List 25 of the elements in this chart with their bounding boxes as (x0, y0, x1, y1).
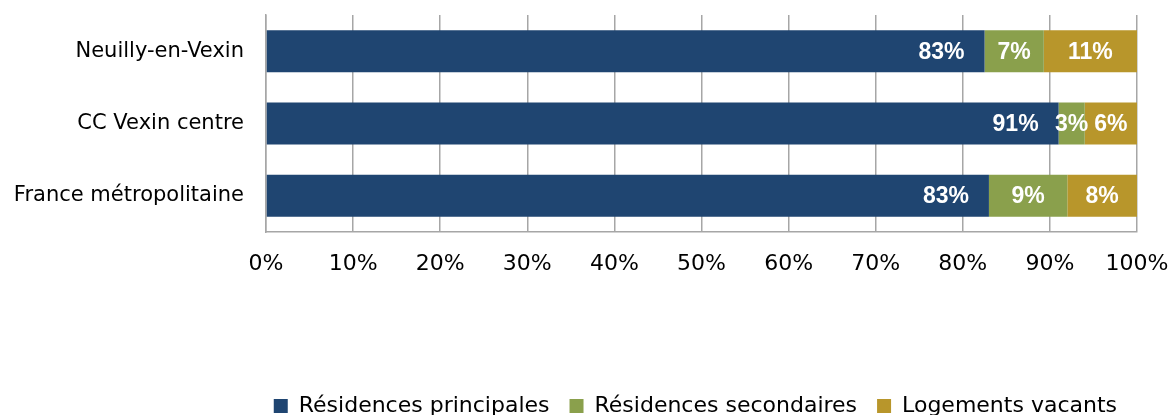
x-tick-label: 20% (415, 249, 465, 275)
x-tick-label: 90% (1025, 249, 1075, 275)
data-label: 6% (1094, 109, 1128, 136)
data-label: 9% (1011, 182, 1045, 209)
x-tick-label: 80% (938, 249, 988, 275)
data-label: 83% (922, 182, 969, 209)
y-tick-label: CC Vexin centre (77, 109, 244, 134)
x-tick-label: 70% (851, 249, 901, 275)
data-label: 8% (1085, 182, 1119, 209)
data-label: 11% (1068, 37, 1113, 64)
x-tick-label: 30% (502, 249, 552, 275)
data-label: 91% (992, 109, 1039, 136)
data-label: 7% (997, 37, 1031, 64)
x-tick-label: 100% (1105, 249, 1169, 275)
y-tick-label: France métropolitaine (13, 182, 244, 207)
x-tick-label: 0% (248, 249, 284, 275)
data-label: 83% (918, 37, 965, 64)
legend-label: Résidences secondaires (594, 391, 858, 415)
x-tick-label: 50% (677, 249, 726, 275)
x-tick-label: 10% (328, 249, 378, 275)
x-tick-label: 60% (764, 249, 814, 275)
x-tick-label: 40% (589, 249, 639, 275)
bar (266, 30, 985, 73)
bar (266, 174, 989, 217)
y-tick-label: Neuilly-en-Vexin (75, 37, 244, 62)
